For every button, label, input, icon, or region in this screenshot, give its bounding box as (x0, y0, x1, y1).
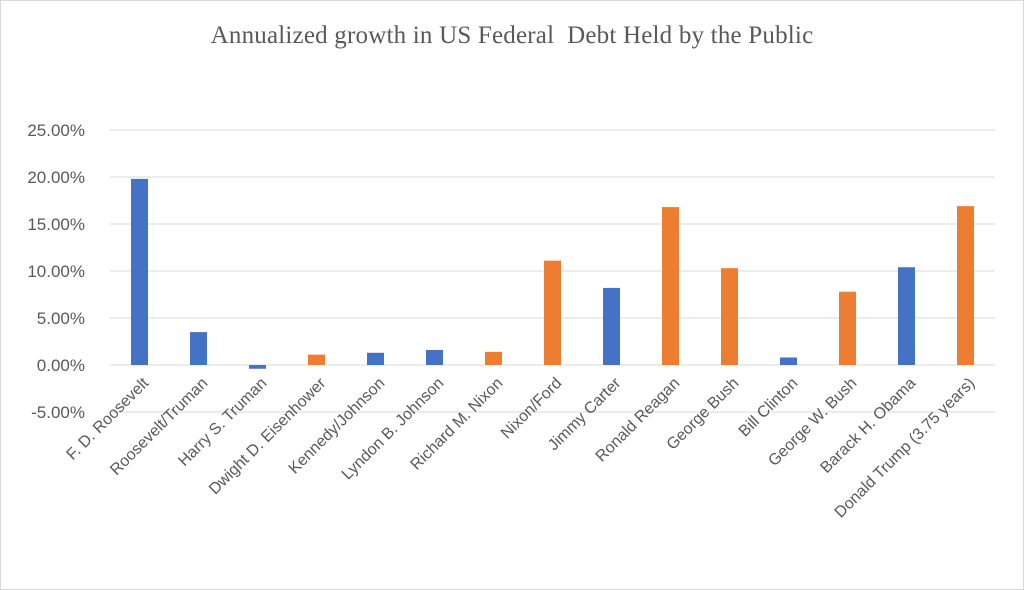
bar (603, 287, 620, 365)
y-tick-label: -5.00% (31, 403, 85, 422)
bar (426, 349, 443, 365)
bar (780, 357, 797, 365)
bar (662, 207, 679, 365)
bar (190, 332, 207, 365)
y-tick-label: 20.00% (27, 168, 85, 187)
bar (957, 206, 974, 365)
x-tick-label: Dwight D. Eisenhower (206, 374, 330, 498)
y-tick-label: 25.00% (27, 121, 85, 140)
bar (308, 354, 325, 365)
bar (839, 291, 856, 365)
y-tick-label: 15.00% (27, 215, 85, 234)
bar (249, 365, 266, 369)
chart-title: Annualized growth in US Federal Debt Hel… (210, 22, 814, 49)
x-tick-label: Lyndon B. Johnson (339, 375, 447, 483)
x-tick-label: Roosevelt/Truman (107, 375, 211, 479)
bar (898, 267, 915, 365)
bar (131, 178, 148, 365)
bar (367, 352, 384, 365)
bar (544, 260, 561, 365)
y-tick-label: 5.00% (37, 309, 85, 328)
y-tick-label: 10.00% (27, 262, 85, 281)
bar (721, 268, 738, 365)
bar (485, 351, 502, 365)
y-tick-label: 0.00% (37, 356, 85, 375)
